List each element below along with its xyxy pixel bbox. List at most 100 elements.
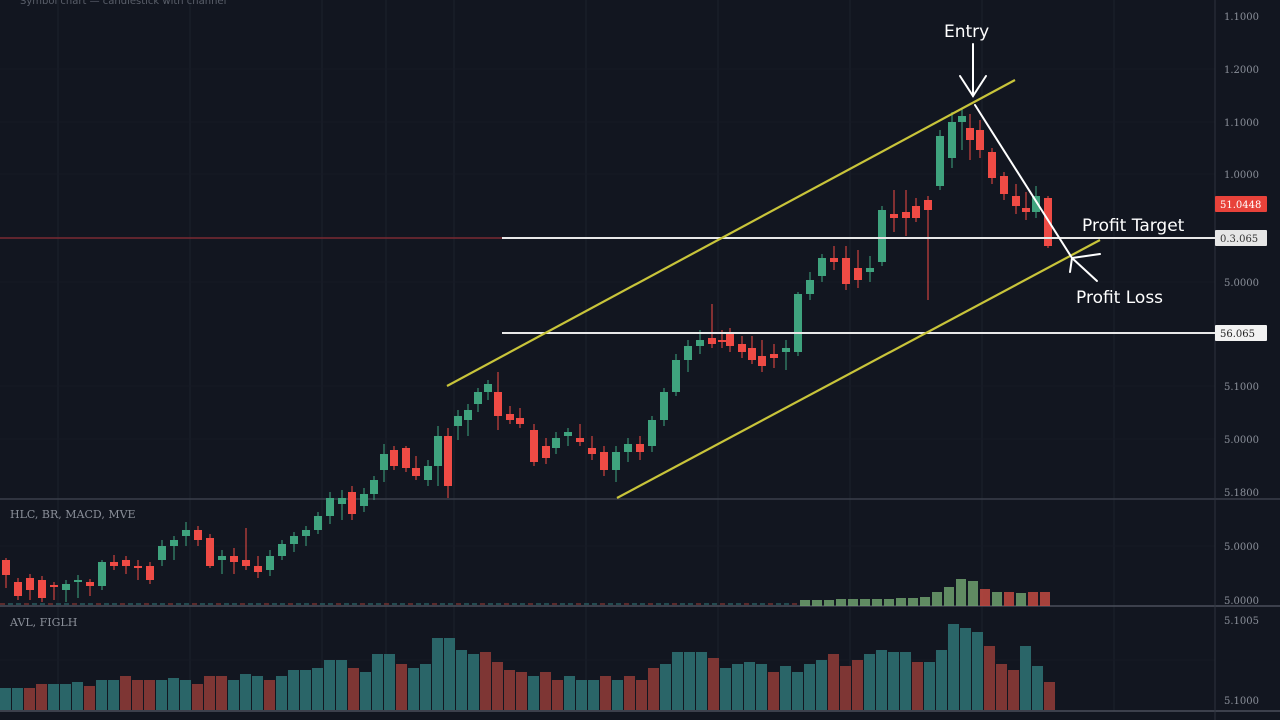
price-axis-label: 5.1000 <box>1224 696 1259 707</box>
price-axis-label: 1.2000 <box>1224 65 1259 76</box>
volume-bar <box>864 654 875 710</box>
indicator-pane-title: HLC, BR, MACD, MVE <box>10 508 136 521</box>
candle <box>170 536 178 560</box>
candle <box>878 206 886 266</box>
entry-annotation: Entry <box>944 22 989 42</box>
volume-bar <box>648 668 659 710</box>
volume-bar <box>732 664 743 710</box>
candle <box>338 490 346 520</box>
candle <box>348 486 356 520</box>
volume-bar <box>432 638 443 710</box>
candle <box>708 304 716 348</box>
volume-pane-title: AVL, FIGLH <box>9 616 77 629</box>
candle <box>74 575 82 598</box>
candle <box>434 426 442 486</box>
volume-bar <box>468 654 479 710</box>
candle <box>484 380 492 400</box>
indicator-bar <box>956 579 966 606</box>
candle <box>818 254 826 282</box>
candle <box>444 428 452 498</box>
candle <box>672 354 680 396</box>
candle <box>494 372 502 430</box>
candle <box>290 532 298 552</box>
candle <box>506 406 514 424</box>
candle <box>14 578 22 600</box>
volume-bar <box>372 654 383 710</box>
volume-bar <box>960 628 971 710</box>
candle <box>266 550 274 576</box>
svg-text:0.3.065: 0.3.065 <box>1220 234 1258 245</box>
candle <box>2 558 10 588</box>
volume-bar <box>240 674 251 710</box>
price-axis-label: 5.0000 <box>1224 542 1259 553</box>
candle <box>794 292 802 356</box>
candle <box>230 548 238 574</box>
volume-bar <box>552 680 563 710</box>
volume-bar <box>756 664 767 710</box>
candle <box>854 250 862 288</box>
volume-bar <box>696 652 707 710</box>
volume-bar <box>744 662 755 710</box>
candle <box>684 340 692 372</box>
volume-bar <box>24 688 35 710</box>
candle <box>390 446 398 470</box>
candle <box>302 526 310 546</box>
price-axis-label: 1.1000 <box>1224 118 1259 129</box>
volume-bar <box>768 672 779 710</box>
indicator-bar <box>1004 592 1014 606</box>
candle <box>624 438 632 462</box>
price-axis[interactable]: 1.1000 1.2000 1.1000 1.0000 5.0000 5.1000 5.00… <box>1215 12 1267 707</box>
channel-lower-trendline[interactable] <box>616 239 1101 499</box>
candle <box>146 562 154 584</box>
indicator-bar <box>908 598 918 606</box>
candle <box>830 246 838 270</box>
volume-bar <box>228 680 239 710</box>
volume-bar <box>816 660 827 710</box>
indicator-bar <box>896 598 906 606</box>
candle <box>758 340 766 372</box>
volume-bar <box>1032 666 1043 710</box>
candle <box>890 190 898 232</box>
volume-bar <box>612 680 623 710</box>
candle <box>1012 184 1020 214</box>
volume-bar <box>348 668 359 710</box>
volume-bar <box>132 680 143 710</box>
price-axis-label: 1.1000 <box>1224 12 1259 23</box>
volume-bar <box>672 652 683 710</box>
volume-bar <box>1020 646 1031 710</box>
volume-bar <box>888 652 899 710</box>
candle <box>912 198 920 222</box>
indicator-bar <box>884 599 894 606</box>
volume-bar <box>336 660 347 710</box>
volume-bar <box>600 676 611 710</box>
candle <box>806 272 814 300</box>
price-tag: 0.3.065 <box>1215 230 1267 246</box>
volume-bar <box>588 680 599 710</box>
candle <box>842 246 850 290</box>
volume-bar <box>840 666 851 710</box>
volume-bar <box>924 662 935 710</box>
volume-bar <box>456 650 467 710</box>
candle <box>278 540 286 560</box>
indicator-bar <box>1016 593 1026 606</box>
candle <box>770 344 778 368</box>
volume-bar <box>720 668 731 710</box>
volume-bar <box>576 680 587 710</box>
candle <box>86 579 94 596</box>
candle <box>748 336 756 364</box>
volume-bar <box>780 666 791 710</box>
candle <box>924 196 932 300</box>
volume-bar <box>516 672 527 710</box>
volume-bar <box>0 688 11 710</box>
candle <box>576 424 584 446</box>
volume-bar <box>276 676 287 710</box>
volume-bar <box>708 658 719 710</box>
volume-bar <box>684 652 695 710</box>
channel-upper-trendline[interactable] <box>446 79 1016 387</box>
volume-bar <box>1008 670 1019 710</box>
candle <box>122 556 130 574</box>
candle <box>474 388 482 412</box>
chart-title: Symbol chart — candlestick with channel <box>20 0 226 7</box>
candle <box>552 432 560 454</box>
